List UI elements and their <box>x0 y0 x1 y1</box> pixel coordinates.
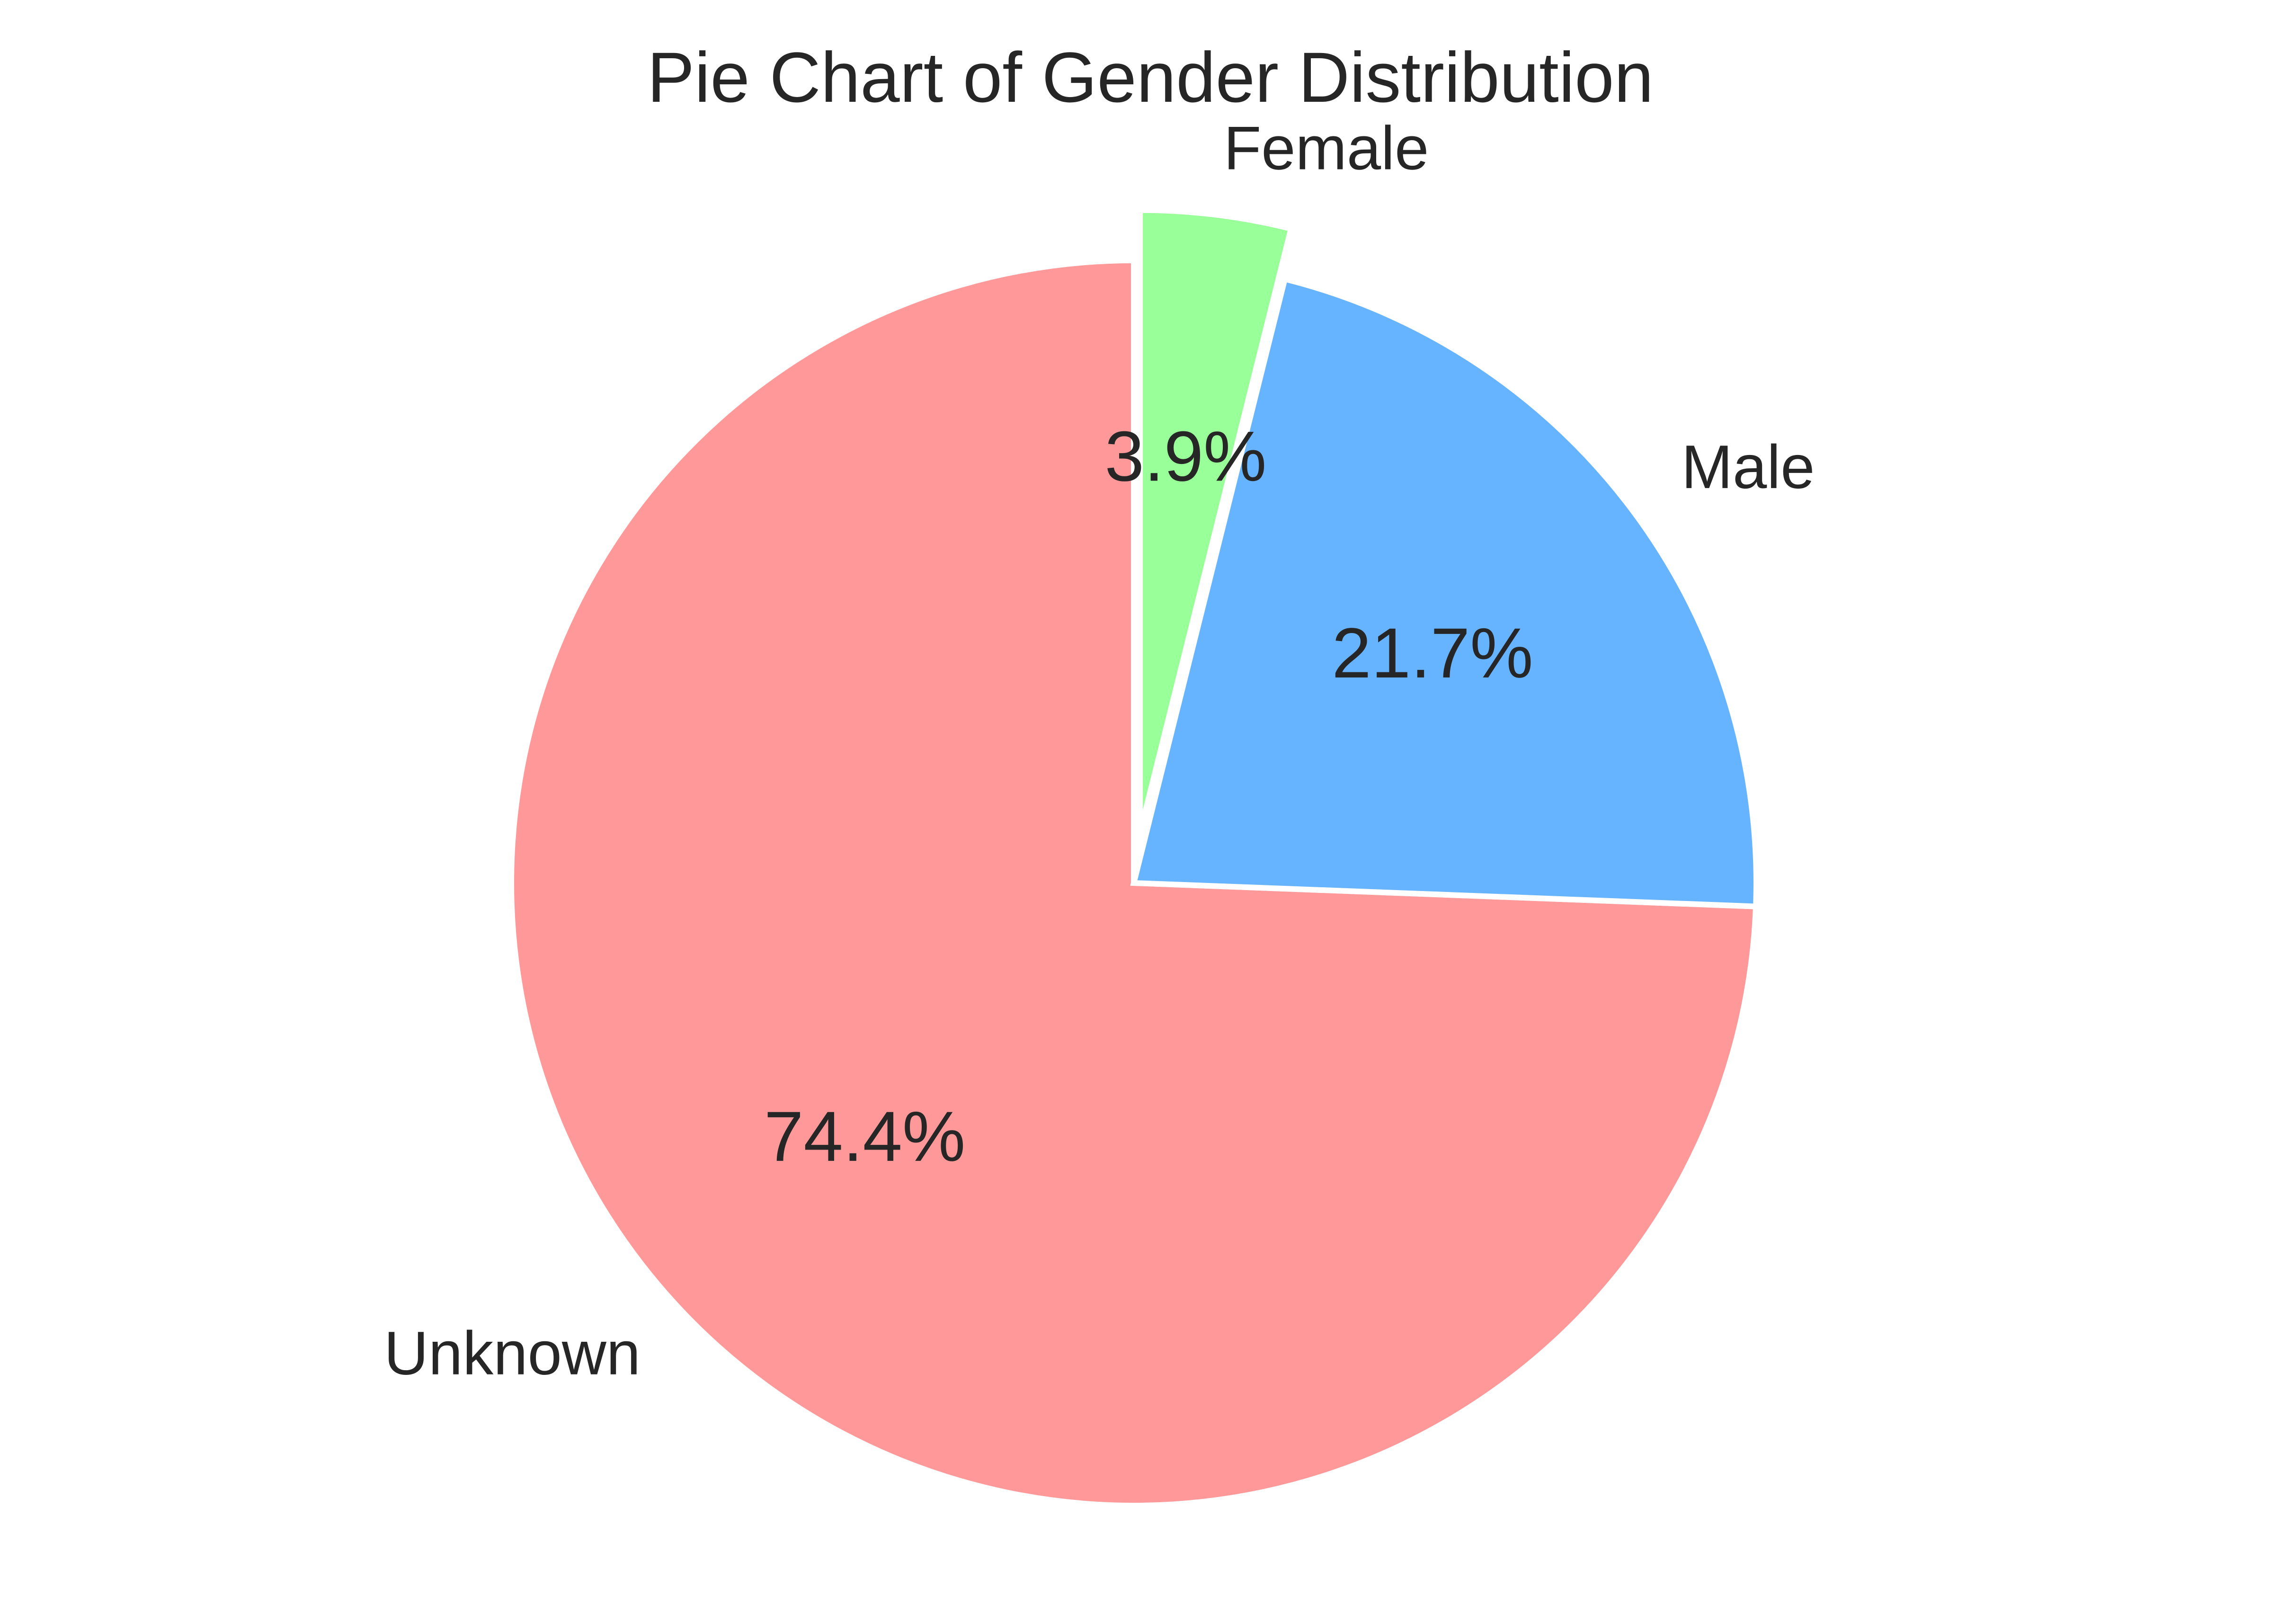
pie-slice-female <box>1137 207 1295 834</box>
slice-percent-female: 3.9% <box>1105 416 1267 496</box>
pie-slice-male <box>1130 276 1759 910</box>
slices-layer <box>508 207 1759 1508</box>
labels-layer: Unknown 74.4% Male 21.7% Female 3.9% <box>384 113 1815 1387</box>
slice-percent-male: 21.7% <box>1332 613 1533 693</box>
slice-label-unknown: Unknown <box>384 1319 641 1388</box>
slice-label-female: Female <box>1224 113 1429 182</box>
chart-title: Pie Chart of Gender Distribution <box>647 37 1654 117</box>
slice-percent-unknown: 74.4% <box>764 1097 965 1176</box>
slice-label-male: Male <box>1682 432 1815 501</box>
